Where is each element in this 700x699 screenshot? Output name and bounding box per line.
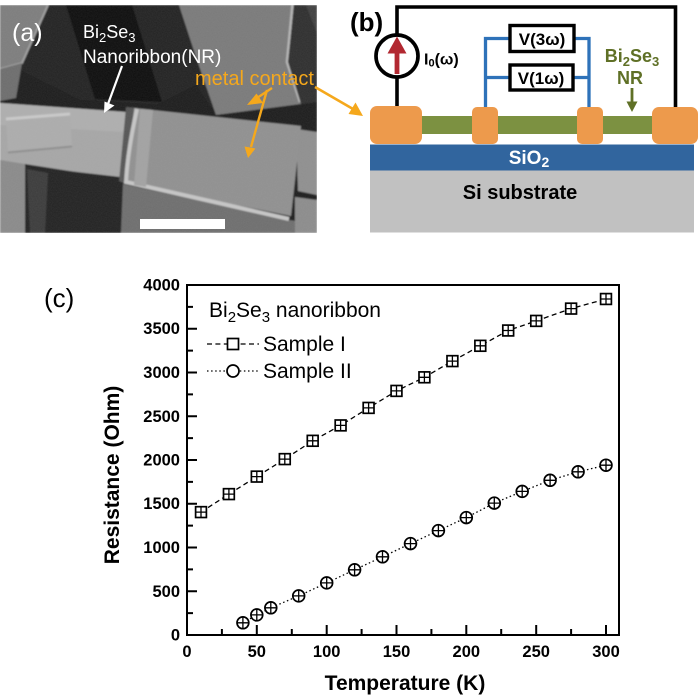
svg-text:1000: 1000: [143, 539, 180, 557]
svg-text:3000: 3000: [143, 364, 180, 382]
svg-text:(a): (a): [12, 19, 43, 47]
svg-text:300: 300: [592, 643, 620, 661]
svg-text:Temperature (K): Temperature (K): [325, 672, 486, 695]
svg-text:0: 0: [171, 627, 180, 645]
svg-text:3500: 3500: [143, 320, 180, 338]
svg-text:Sample I: Sample I: [263, 333, 346, 356]
svg-text:V(3ω): V(3ω): [519, 30, 565, 49]
svg-text:Bi2Se3 nanoribbon: Bi2Se3 nanoribbon: [209, 299, 381, 326]
svg-text:(b): (b): [350, 7, 383, 37]
svg-text:2000: 2000: [143, 452, 180, 470]
svg-text:1500: 1500: [143, 495, 180, 513]
svg-text:150: 150: [383, 643, 411, 661]
svg-text:100: 100: [313, 643, 341, 661]
svg-text:metal contact: metal contact: [195, 68, 314, 90]
svg-text:(c): (c): [44, 283, 74, 313]
svg-text:250: 250: [522, 643, 550, 661]
svg-text:2500: 2500: [143, 408, 180, 426]
svg-text:200: 200: [453, 643, 481, 661]
svg-text:Si substrate: Si substrate: [463, 182, 577, 204]
svg-text:V(1ω): V(1ω): [518, 69, 564, 88]
svg-text:Bi2Se3: Bi2Se3: [605, 46, 660, 69]
svg-text:Nanoribbon(NR): Nanoribbon(NR): [83, 47, 221, 68]
svg-text:NR: NR: [617, 68, 643, 88]
svg-text:SiO2: SiO2: [509, 148, 550, 170]
svg-text:Resistance (Ohm): Resistance (Ohm): [101, 386, 124, 565]
svg-text:4000: 4000: [143, 277, 180, 295]
svg-text:I0(ω): I0(ω): [424, 52, 459, 70]
svg-text:50: 50: [248, 643, 266, 661]
svg-text:Sample II: Sample II: [263, 360, 352, 383]
svg-text:Bi2Se3: Bi2Se3: [83, 22, 136, 45]
svg-text:0: 0: [182, 643, 191, 661]
svg-text:500: 500: [152, 583, 180, 601]
